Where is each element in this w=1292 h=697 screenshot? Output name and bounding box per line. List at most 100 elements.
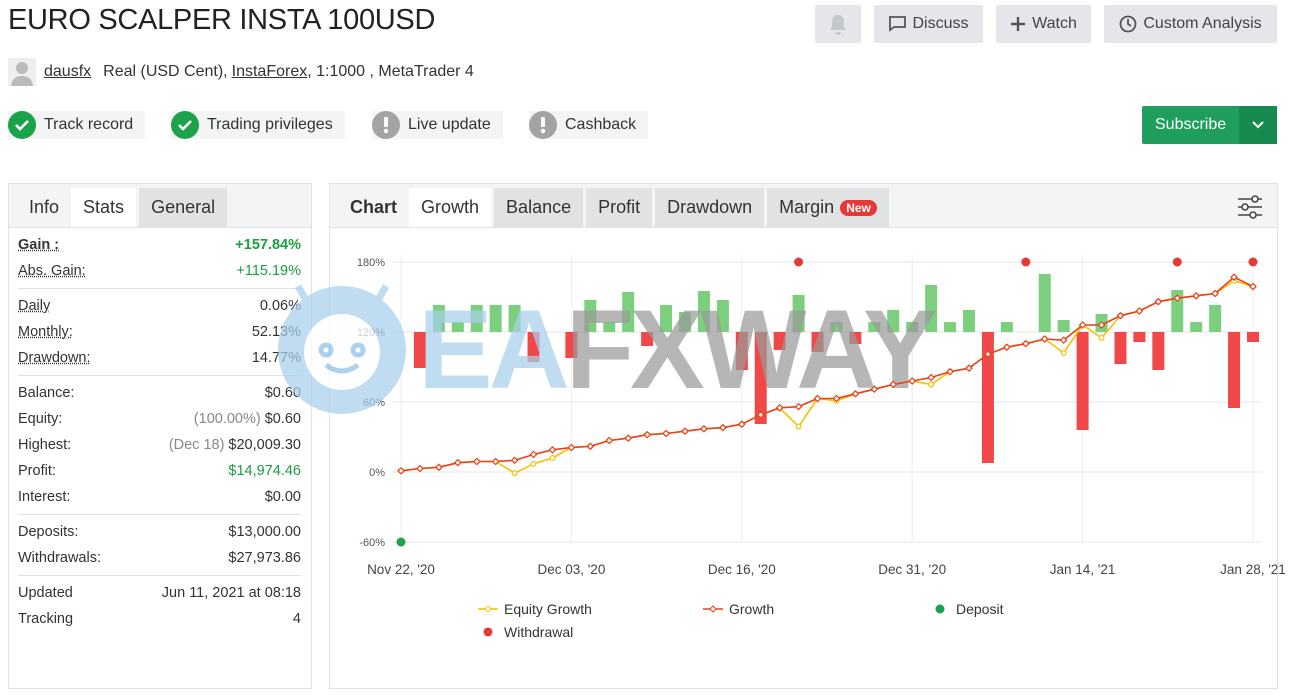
custom-analysis-label: Custom Analysis (1143, 15, 1262, 32)
watch-label: Watch (1032, 15, 1077, 32)
warning-icon (529, 111, 557, 139)
check-icon (8, 111, 36, 139)
stats-tab[interactable]: Stats (71, 188, 137, 227)
chart-tab[interactable]: Growth (409, 188, 492, 227)
status-badge: Trading privileges (171, 111, 345, 139)
stats-row: Monthly: 52.13% (18, 319, 301, 345)
check-mark (178, 120, 192, 131)
stats-note: (Dec 18) (168, 437, 225, 453)
stats-label: Monthly: (18, 324, 73, 340)
badge-label: Track record (44, 116, 134, 133)
custom-analysis-button[interactable]: Custom Analysis (1104, 5, 1277, 43)
discuss-label: Discuss (912, 15, 969, 32)
stats-label: Balance: (18, 385, 75, 401)
stats-value: 0.06% (259, 298, 301, 314)
stats-value-wrap: $27,973.86 (228, 550, 301, 566)
chart-tab[interactable]: Chart (350, 197, 398, 217)
stats-row: Gain : +157.84% (18, 232, 301, 258)
stats-label: Gain : (18, 237, 60, 253)
user-link[interactable]: dausfx (44, 63, 92, 80)
stats-value-wrap: Jun 11, 2021 at 08:18 (162, 585, 301, 601)
stats-value-wrap: $13,000.00 (228, 524, 301, 540)
stats-label: Interest: (18, 489, 71, 505)
stats-label: Equity: (18, 411, 63, 427)
exclamation-mark (383, 117, 389, 134)
avatar (8, 58, 36, 86)
discuss-button[interactable]: Discuss (874, 5, 983, 43)
stats-row: Withdrawals: $27,973.86 (18, 545, 301, 571)
chart-tab[interactable]: Drawdown (655, 188, 765, 227)
stats-value-wrap: $14,974.46 (228, 463, 301, 479)
stats-tabs: Info Stats General (9, 184, 311, 228)
stats-value: +115.19% (236, 263, 301, 279)
status-badge: Track record (8, 111, 146, 139)
chevron-icon (1252, 121, 1264, 129)
stats-row: Balance: $0.60 (18, 380, 301, 406)
stats-row: Updated Jun 11, 2021 at 08:18 (18, 580, 301, 606)
badge-label: Live update (408, 116, 491, 133)
check-mark (15, 120, 29, 131)
status-badge: Live update (372, 111, 503, 139)
stats-row: Interest: $0.00 (18, 484, 301, 510)
chart-tabs: Chart Growth Balance Profit Drawdown Margin Ne… (330, 184, 1277, 228)
stats-row: Equity: (100.00%) $0.60 (18, 406, 301, 432)
chart-tab[interactable]: Margin New (767, 188, 889, 227)
stats-note: (100.00%) (193, 411, 261, 427)
clock-icon (1119, 15, 1137, 33)
stats-tab[interactable]: General (139, 188, 228, 227)
check-icon (171, 111, 199, 139)
stats-row: Drawdown: 14.77% (18, 345, 301, 371)
badge-label: Trading privileges (207, 116, 333, 133)
stats-label: Deposits: (18, 524, 79, 540)
bell-icon (830, 15, 846, 35)
chart-tab[interactable]: Profit (586, 188, 653, 227)
stats-label: Abs. Gain: (18, 263, 86, 279)
stats-value-wrap: 0.06% (260, 298, 301, 314)
stats-label: Tracking (18, 611, 74, 627)
stats-value: $20,009.30 (228, 437, 301, 453)
stats-value-wrap: +115.19% (236, 263, 301, 279)
plus-icon (1011, 17, 1026, 31)
alert-button[interactable] (815, 5, 861, 43)
page-title: EURO SCALPER INSTA 100USD (8, 4, 436, 36)
stats-label: Profit: (18, 463, 56, 479)
stats-list: Gain : +157.84% Abs. Gain: +115.19% Daily 0.0… (9, 228, 311, 636)
new-badge: New (840, 199, 877, 216)
stats-row: Daily 0.06% (18, 293, 301, 319)
stats-value: $0.60 (264, 411, 301, 427)
discuss-icon (889, 16, 907, 32)
stats-value: $27,973.86 (228, 550, 301, 566)
stats-value-wrap: $0.00 (265, 489, 301, 505)
watch-button[interactable]: Watch (996, 5, 1091, 43)
stats-row: Abs. Gain: +115.19% (18, 258, 301, 284)
stats-value: +157.84% (235, 237, 301, 253)
stats-value-wrap: 52.13% (252, 324, 301, 340)
stats-value-wrap: (Dec 18) $20,009.30 (169, 437, 301, 453)
stats-group: Updated Jun 11, 2021 at 08:18 Tracking 4 (18, 576, 301, 636)
stats-group: Deposits: $13,000.00 Withdrawals: $27,973.8… (18, 515, 301, 576)
account-line: dausfx Real (USD Cent), InstaForex , 1:1… (8, 58, 474, 86)
subscribe-dropdown[interactable] (1239, 106, 1277, 144)
status-badge: Cashback (529, 111, 649, 139)
stats-row: Deposits: $13,000.00 (18, 519, 301, 545)
stats-label: Drawdown: (18, 350, 91, 366)
stats-value: 4 (292, 611, 301, 627)
stats-value: Jun 11, 2021 at 08:18 (161, 585, 301, 601)
broker-link[interactable]: InstaForex (231, 63, 308, 80)
stats-row: Highest: (Dec 18) $20,009.30 (18, 432, 301, 458)
badge-label: Cashback (565, 116, 637, 133)
stats-row: Tracking 4 (18, 606, 301, 632)
stats-value: $14,974.46 (228, 463, 301, 479)
stats-value-wrap: (100.00%) $0.60 (194, 411, 301, 427)
exclamation-mark (540, 117, 546, 134)
chart-tab[interactable]: Balance (494, 188, 584, 227)
stats-value-wrap: 4 (293, 611, 301, 627)
settings-icon[interactable] (1236, 194, 1264, 220)
stats-value: $0.60 (264, 385, 301, 401)
stats-label: Daily (18, 298, 51, 314)
stats-row: Profit: $14,974.46 (18, 458, 301, 484)
stats-label: Updated (18, 585, 73, 601)
subscribe-button[interactable]: Subscribe (1142, 106, 1277, 144)
stats-tab[interactable]: Info (29, 197, 60, 217)
